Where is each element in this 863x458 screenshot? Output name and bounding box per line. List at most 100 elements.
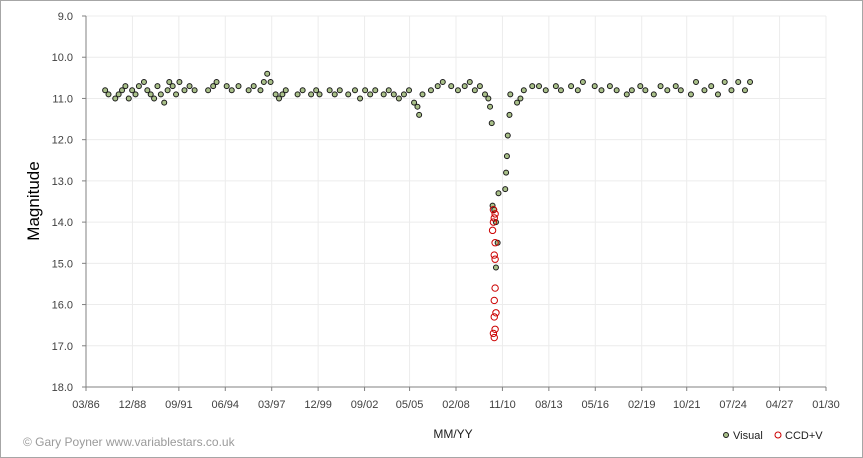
visual-point — [529, 83, 536, 90]
visual-point — [466, 78, 473, 85]
ccd-point — [491, 284, 499, 292]
ccd-point — [490, 313, 498, 321]
x-tick-label: 02/19 — [628, 399, 656, 411]
ccd-point — [491, 239, 499, 247]
y-tick-label: 12.0 — [52, 135, 73, 147]
visual-point — [115, 91, 122, 98]
ccd-point — [492, 309, 500, 317]
visual-point — [385, 87, 392, 94]
visual-point — [210, 83, 217, 90]
visual-point — [132, 91, 139, 98]
visual-point — [439, 78, 446, 85]
visual-point — [279, 91, 286, 98]
visual-point — [105, 91, 112, 98]
y-tick-label: 17.0 — [52, 341, 73, 353]
x-tick-label: 09/91 — [165, 399, 193, 411]
visual-point — [147, 91, 154, 98]
visual-point — [326, 87, 333, 94]
visual-point — [267, 78, 274, 85]
visual-point — [693, 78, 700, 85]
visual-point — [372, 87, 379, 94]
visual-point — [367, 91, 374, 98]
legend-label-ccd: CCD+V — [785, 430, 823, 442]
visual-point — [282, 87, 289, 94]
visual-point — [701, 87, 708, 94]
visual-point — [272, 91, 279, 98]
visual-point — [471, 87, 478, 94]
y-tick-label: 15.0 — [52, 258, 73, 270]
visual-point — [213, 78, 220, 85]
visual-point — [161, 99, 168, 106]
x-tick-labels: 03/86 12/88 09/91 06/94 03/97 12/99 09/02 05/05… — [72, 399, 840, 411]
credit-text: © Gary Poyner www.variablestars.co.uk — [23, 435, 236, 449]
visual-point — [481, 91, 488, 98]
visual-point — [427, 87, 434, 94]
x-tick-label: 07/24 — [719, 399, 747, 411]
visual-point — [503, 153, 510, 160]
visual-point — [400, 91, 407, 98]
legend-label-visual: Visual — [733, 430, 763, 442]
visual-point — [637, 83, 644, 90]
x-tick-label: 03/86 — [72, 399, 100, 411]
visual-point — [228, 87, 235, 94]
y-tick-label: 13.0 — [52, 176, 73, 188]
visual-point — [331, 91, 338, 98]
visual-point — [140, 78, 147, 85]
visual-point — [536, 83, 543, 90]
visual-point — [390, 91, 397, 98]
x-axis-label: MM/YY — [433, 427, 472, 441]
visual-point — [406, 87, 413, 94]
visual-point — [657, 83, 664, 90]
visual-point — [235, 83, 242, 90]
visual-point — [157, 91, 164, 98]
x-tick-label: 02/08 — [442, 399, 470, 411]
ccd-point — [490, 296, 498, 305]
visual-point — [122, 83, 129, 90]
ccd-point — [489, 329, 498, 338]
visual-point — [276, 95, 283, 102]
visual-point — [485, 95, 492, 102]
visual-point — [503, 169, 510, 176]
visual-point — [119, 87, 126, 94]
ccd-series — [488, 206, 500, 342]
visual-point — [714, 91, 721, 98]
ccd-point — [491, 255, 499, 263]
x-tick-label: 06/94 — [212, 399, 240, 411]
visual-point — [487, 103, 494, 110]
visual-point — [448, 83, 455, 90]
visual-point — [568, 83, 575, 90]
visual-point — [336, 87, 343, 94]
visual-point — [257, 87, 264, 94]
visual-point — [504, 132, 511, 139]
visual-point — [181, 87, 188, 94]
visual-point — [434, 83, 441, 90]
legend: Visual CCD+V — [723, 430, 823, 442]
x-tick-label: 08/13 — [535, 399, 563, 411]
visual-point — [345, 91, 352, 98]
visual-point — [574, 87, 581, 94]
visual-point — [728, 87, 735, 94]
visual-point — [495, 190, 502, 197]
visual-series — [102, 70, 754, 271]
visual-point — [169, 83, 176, 90]
ccd-point — [488, 226, 497, 235]
visual-point — [135, 83, 142, 90]
ccd-point — [490, 251, 498, 259]
y-tick-label: 10.0 — [52, 52, 73, 64]
visual-point — [223, 83, 230, 90]
visual-point — [205, 87, 212, 94]
visual-point — [395, 95, 402, 102]
y-tick-label: 9.0 — [58, 11, 73, 23]
visual-point — [552, 83, 559, 90]
visual-point — [380, 91, 387, 98]
visual-point — [191, 87, 198, 94]
visual-point — [112, 95, 119, 102]
legend-marker-ccd — [774, 431, 782, 439]
visual-point — [741, 87, 748, 94]
visual-point — [176, 78, 183, 85]
y-tick-label: 18.0 — [52, 382, 73, 394]
visual-point — [514, 99, 521, 106]
visual-point — [186, 83, 193, 90]
visual-point — [613, 87, 620, 94]
